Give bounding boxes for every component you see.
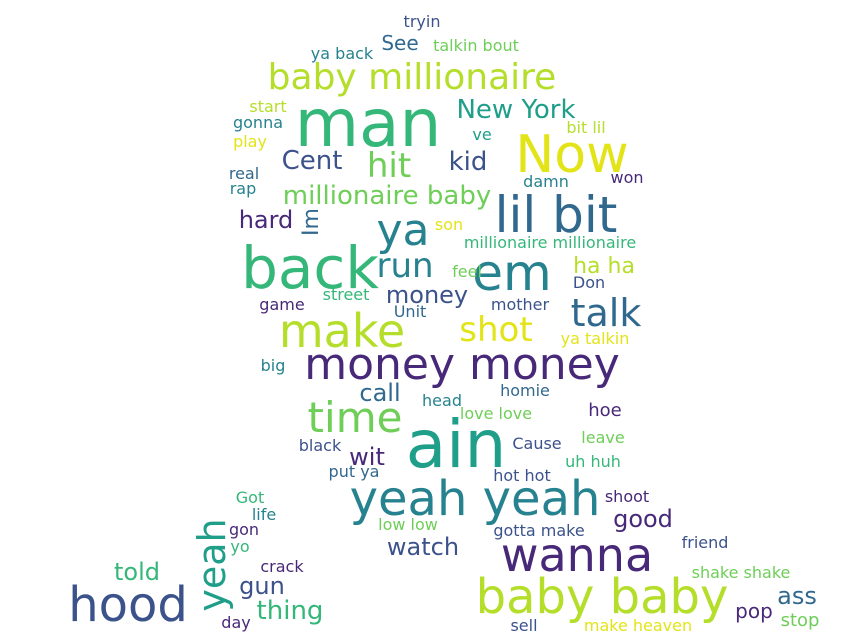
word-start: start <box>249 97 287 116</box>
word-rap: rap <box>229 179 257 198</box>
word-ya-talkin: ya talkin <box>560 329 630 348</box>
word-life: life <box>251 505 277 524</box>
word-ass: ass <box>777 582 817 610</box>
word-hoe: hoe <box>588 400 622 421</box>
word-play: play <box>233 132 267 151</box>
word-gonna: gonna <box>232 113 284 132</box>
word-love-love: love love <box>459 404 533 423</box>
word-shoot: shoot <box>604 487 650 506</box>
word-street: street <box>322 285 370 304</box>
word-ve: ve <box>472 125 492 144</box>
word-hard: hard <box>238 206 294 234</box>
word-ya-back: ya back <box>310 44 374 63</box>
word-leave: leave <box>581 428 625 447</box>
word-tryin: tryin <box>403 12 441 31</box>
word-homie: homie <box>500 381 550 400</box>
word-bit-lil: bit lil <box>566 118 606 137</box>
word-money: money <box>385 281 469 309</box>
word-millionaire-baby: millionaire baby <box>282 181 492 211</box>
word-run: run <box>376 246 434 286</box>
word-talk: talk <box>570 291 642 335</box>
word-watch: watch <box>386 533 460 561</box>
word-millionaire-millionaire: millionaire millionaire <box>463 233 637 252</box>
word-wit: wit <box>349 443 385 471</box>
word-em: em <box>472 244 552 302</box>
word-baby-baby: baby baby <box>475 569 729 625</box>
word-son: son <box>434 215 464 234</box>
word-mother: mother <box>490 295 550 314</box>
word-gotta-make: gotta make <box>493 521 585 540</box>
word-pop: pop <box>735 599 773 623</box>
word-call: call <box>359 379 401 407</box>
word-thing: thing <box>256 596 324 626</box>
word-game: game <box>259 295 305 314</box>
word-feel: feel <box>452 262 482 281</box>
word-damn: damn <box>523 172 569 191</box>
word-don: Don <box>572 273 606 292</box>
word-day: day <box>221 613 251 632</box>
word-gun: gun <box>239 572 285 600</box>
word-ha-ha: ha ha <box>573 254 635 279</box>
word-big: big <box>260 356 286 375</box>
word-lil-bit: lil bit <box>494 186 618 244</box>
word-head: head <box>422 391 462 410</box>
word-sell: sell <box>510 616 538 635</box>
word-told: told <box>114 558 160 586</box>
word-yeah-yeah: yeah yeah <box>349 471 601 527</box>
word-won: won <box>610 168 644 187</box>
word-new-york: New York <box>456 95 576 125</box>
word-make: make <box>278 304 406 358</box>
word-wanna: wanna <box>500 528 654 582</box>
word-hot-hot: hot hot <box>493 466 551 485</box>
word-black: black <box>298 436 342 455</box>
word-kid: kid <box>448 147 488 177</box>
word-stop: stop <box>780 610 820 631</box>
word-man: man <box>294 85 442 162</box>
word-hood: hood <box>68 577 188 633</box>
word-got: Got <box>235 488 265 507</box>
word-time: time <box>307 393 403 442</box>
word-real: real <box>228 164 260 183</box>
word-cause: Cause <box>512 434 562 453</box>
word-see: See <box>381 31 419 55</box>
word-baby-millionaire: baby millionaire <box>267 57 557 98</box>
word-ya: ya <box>376 205 430 256</box>
word-uh-huh: uh huh <box>565 452 621 471</box>
word-unit: Unit <box>393 302 427 321</box>
word-good: good <box>613 505 673 533</box>
word-now: Now <box>515 125 629 185</box>
word-back: back <box>241 234 379 302</box>
word-yeah: yeah <box>190 518 234 612</box>
word-money-money: money money <box>304 339 620 390</box>
word-make-heaven: make heaven <box>583 616 693 635</box>
word-hit: hit <box>366 146 412 186</box>
word-crack: crack <box>260 557 304 576</box>
word-yo: yo <box>230 537 250 556</box>
word-shot: shot <box>459 310 533 350</box>
word-im: Im <box>299 208 324 236</box>
word-gon: gon <box>228 520 260 539</box>
word-cent: Cent <box>281 146 343 176</box>
word-shake-shake: shake shake <box>691 563 791 582</box>
word-talkin-bout: talkin bout <box>433 36 519 55</box>
word-put-ya: put ya <box>328 462 380 481</box>
word-ain: ain <box>405 406 507 483</box>
word-low-low: low low <box>378 515 438 534</box>
word-friend: friend <box>681 533 729 552</box>
